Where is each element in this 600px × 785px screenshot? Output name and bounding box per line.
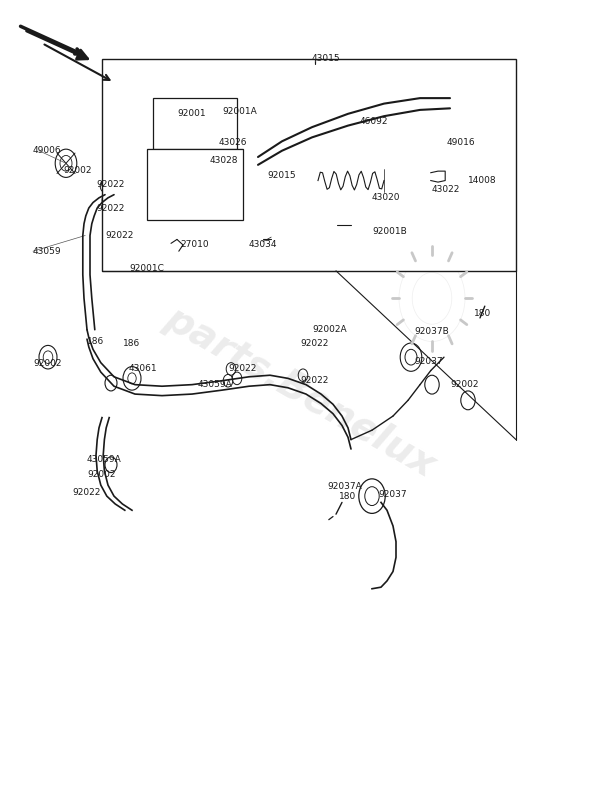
Bar	[147, 149, 243, 220]
Text: 43020: 43020	[372, 193, 401, 203]
Text: 43061: 43061	[129, 364, 158, 374]
Text: 92001B: 92001B	[372, 227, 407, 236]
Text: 43059: 43059	[33, 246, 62, 256]
Text: 92037: 92037	[378, 490, 407, 499]
Text: 92022: 92022	[228, 364, 256, 374]
Text: parts.Benelux: parts.Benelux	[158, 300, 442, 485]
Text: 92022: 92022	[105, 231, 133, 240]
Text: 92022: 92022	[96, 180, 124, 189]
Circle shape	[164, 91, 172, 100]
Text: 186: 186	[123, 338, 140, 348]
Text: 92037A: 92037A	[327, 482, 362, 491]
Text: 92037: 92037	[414, 356, 443, 366]
FancyBboxPatch shape	[366, 169, 399, 192]
Text: 92022: 92022	[300, 376, 328, 385]
Text: 92037B: 92037B	[414, 327, 449, 336]
Bar	[102, 59, 516, 271]
Text: 14008: 14008	[468, 176, 497, 185]
Text: 43022: 43022	[432, 185, 460, 195]
Text: 92001A: 92001A	[222, 107, 257, 116]
Text: 92002: 92002	[33, 359, 62, 368]
Text: 92002: 92002	[450, 380, 479, 389]
Text: 92001C: 92001C	[129, 264, 164, 273]
Text: 43015: 43015	[312, 54, 341, 64]
Text: 43059A: 43059A	[87, 455, 122, 464]
Text: 43028: 43028	[210, 156, 239, 166]
Circle shape	[220, 121, 230, 133]
Text: 186: 186	[87, 337, 104, 346]
Text: 27010: 27010	[180, 240, 209, 250]
Text: 92002: 92002	[87, 470, 115, 480]
Text: 92022: 92022	[72, 488, 100, 498]
Text: 92022: 92022	[300, 338, 328, 348]
Text: 92002A: 92002A	[312, 325, 347, 334]
Text: 92001: 92001	[177, 109, 206, 119]
Text: 92002: 92002	[63, 166, 91, 175]
Text: 180: 180	[474, 309, 491, 319]
Circle shape	[329, 220, 337, 231]
Circle shape	[154, 121, 164, 133]
Text: 46092: 46092	[360, 117, 389, 126]
Text: 92015: 92015	[267, 170, 296, 180]
Circle shape	[206, 91, 214, 100]
Circle shape	[446, 96, 457, 110]
Text: 43059A: 43059A	[198, 380, 233, 389]
Text: 180: 180	[339, 491, 356, 501]
Bar	[153, 98, 237, 149]
Text: 92022: 92022	[96, 203, 124, 213]
Text: 49006: 49006	[33, 146, 62, 155]
Text: 43026: 43026	[219, 138, 248, 148]
Text: 43034: 43034	[249, 240, 277, 250]
Text: 49016: 49016	[447, 138, 476, 148]
